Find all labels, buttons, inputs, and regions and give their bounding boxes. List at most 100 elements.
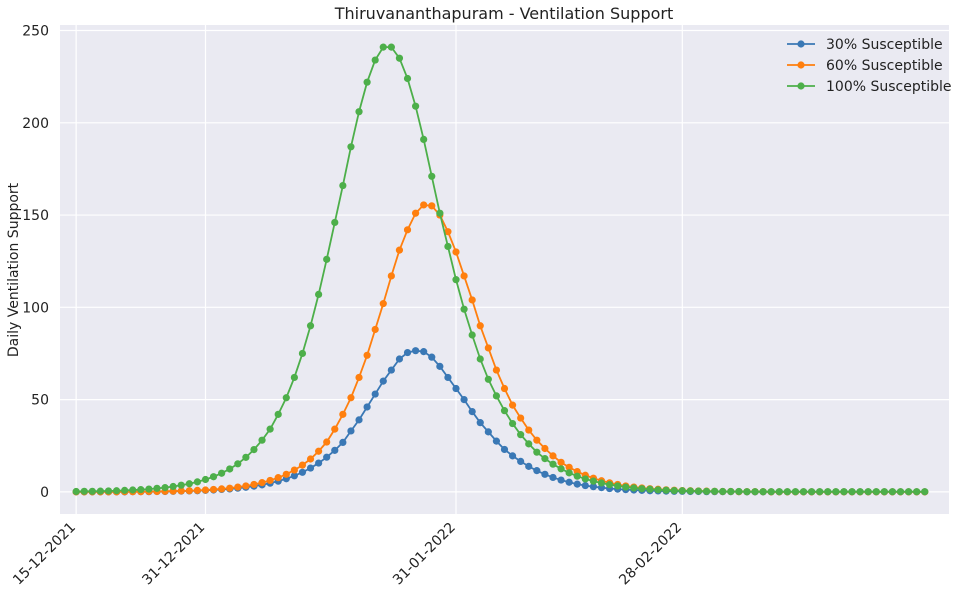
data-point <box>177 481 185 489</box>
data-point <box>646 485 654 493</box>
data-point <box>250 480 258 489</box>
data-point <box>702 487 711 495</box>
data-point <box>420 201 428 209</box>
data-point <box>565 469 573 477</box>
data-point <box>290 373 298 382</box>
legend-marker <box>797 61 805 69</box>
data-point <box>274 410 282 418</box>
x-tick-label: 15-12-2021 <box>10 520 79 589</box>
data-point <box>444 242 452 251</box>
data-point <box>452 248 460 256</box>
data-point <box>315 447 323 455</box>
data-point <box>735 487 743 496</box>
data-point <box>824 488 832 496</box>
data-point <box>331 218 339 227</box>
data-point <box>355 108 363 116</box>
data-point <box>363 78 371 86</box>
data-point <box>242 482 250 490</box>
data-point <box>525 462 533 470</box>
data-point <box>347 394 355 402</box>
data-point <box>589 477 598 485</box>
data-point <box>209 485 218 494</box>
x-tick-label: 31-01-2022 <box>390 520 459 589</box>
data-point <box>266 476 274 485</box>
data-point <box>517 457 525 466</box>
y-tick-label: 100 <box>22 300 49 316</box>
data-point <box>460 272 468 280</box>
data-point <box>290 466 298 474</box>
data-point <box>468 296 476 304</box>
data-point <box>492 366 501 374</box>
data-point <box>500 384 509 393</box>
data-point <box>347 143 355 151</box>
data-point <box>573 472 581 480</box>
data-point <box>525 440 533 448</box>
data-point <box>549 452 557 460</box>
data-point <box>185 480 193 488</box>
data-point <box>371 325 379 334</box>
data-point <box>161 484 169 492</box>
data-point <box>323 453 331 461</box>
data-point <box>888 488 897 496</box>
data-point <box>298 349 307 358</box>
data-point <box>654 486 662 494</box>
data-point <box>557 458 565 466</box>
data-point <box>686 487 694 495</box>
data-point <box>331 446 339 454</box>
data-point <box>581 475 589 483</box>
data-point <box>565 478 573 486</box>
data-point <box>508 419 517 428</box>
data-point <box>218 469 226 477</box>
data-point <box>452 276 460 284</box>
data-point <box>258 479 266 487</box>
series <box>72 43 929 496</box>
data-point <box>234 460 242 468</box>
data-point <box>484 344 492 352</box>
data-point <box>403 226 412 234</box>
data-point <box>234 483 242 491</box>
data-point <box>856 488 864 496</box>
data-point <box>719 487 727 496</box>
data-point <box>193 478 201 486</box>
data-point <box>775 488 783 496</box>
data-point <box>306 464 315 472</box>
plot-background <box>60 25 949 514</box>
data-point <box>913 488 921 496</box>
data-point <box>904 488 913 496</box>
data-point <box>412 209 420 217</box>
data-point <box>492 392 501 400</box>
data-point <box>395 54 404 62</box>
data-point <box>896 488 905 496</box>
y-tick-label: 150 <box>22 208 49 224</box>
data-point <box>500 445 509 454</box>
data-point <box>129 486 137 494</box>
data-point <box>104 487 113 495</box>
data-point <box>630 484 638 492</box>
data-point <box>517 414 525 422</box>
data-point <box>436 209 444 217</box>
data-point <box>444 373 452 382</box>
data-point <box>403 348 412 357</box>
data-point <box>121 486 129 494</box>
data-point <box>533 467 541 475</box>
data-point <box>565 463 573 471</box>
data-point <box>808 488 816 496</box>
data-point <box>508 452 517 460</box>
data-point <box>517 431 525 439</box>
data-point <box>460 395 468 404</box>
data-point <box>403 74 412 83</box>
data-point <box>379 300 387 308</box>
data-point <box>323 255 331 263</box>
data-point <box>614 482 622 490</box>
y-axis-ticks: 0 50 100 150 200 250 <box>22 24 49 501</box>
y-tick-label: 0 <box>40 485 49 501</box>
data-point <box>226 465 234 473</box>
data-point <box>791 488 800 496</box>
data-point <box>412 102 420 110</box>
data-point <box>525 426 533 434</box>
data-point <box>112 487 121 495</box>
data-point <box>420 348 428 356</box>
data-point <box>759 488 767 496</box>
series-line <box>76 46 925 493</box>
data-point <box>444 228 452 236</box>
